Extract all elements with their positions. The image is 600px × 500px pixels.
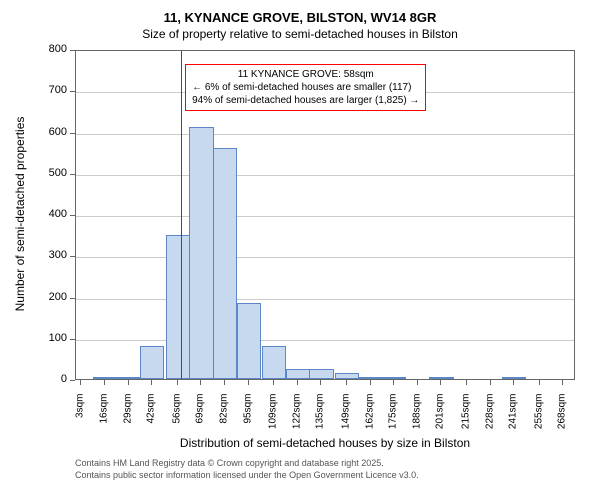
footer-line2: Contains public sector information licen… bbox=[75, 470, 419, 482]
y-tick bbox=[70, 215, 75, 216]
x-tick bbox=[562, 380, 563, 385]
x-tick-label: 215sqm bbox=[460, 394, 471, 454]
x-tick bbox=[151, 380, 152, 385]
histogram-bar bbox=[93, 377, 117, 379]
histogram-bar bbox=[166, 235, 190, 379]
y-tick-label: 200 bbox=[27, 291, 67, 303]
x-tick bbox=[224, 380, 225, 385]
histogram-bar bbox=[140, 346, 164, 379]
x-tick bbox=[513, 380, 514, 385]
x-tick-label: 69sqm bbox=[195, 394, 206, 454]
histogram-bar bbox=[237, 303, 261, 379]
x-tick bbox=[440, 380, 441, 385]
y-tick-label: 800 bbox=[27, 43, 67, 55]
y-tick-label: 0 bbox=[27, 373, 67, 385]
y-tick bbox=[70, 174, 75, 175]
x-tick bbox=[539, 380, 540, 385]
histogram-bar bbox=[117, 377, 141, 379]
y-tick-label: 400 bbox=[27, 208, 67, 220]
reference-line bbox=[181, 51, 182, 379]
x-tick-label: 56sqm bbox=[171, 394, 182, 454]
x-tick-label: 82sqm bbox=[219, 394, 230, 454]
y-gridline bbox=[76, 216, 574, 217]
x-tick bbox=[200, 380, 201, 385]
x-tick-label: 201sqm bbox=[435, 394, 446, 454]
x-tick bbox=[80, 380, 81, 385]
y-tick-label: 600 bbox=[27, 126, 67, 138]
x-tick-label: 162sqm bbox=[364, 394, 375, 454]
x-tick-label: 95sqm bbox=[242, 394, 253, 454]
annotation-line: 94% of semi-detached houses are larger (… bbox=[192, 94, 419, 107]
y-tick-label: 300 bbox=[27, 249, 67, 261]
plot-area: 11 KYNANCE GROVE: 58sqm← 6% of semi-deta… bbox=[75, 50, 575, 380]
x-tick bbox=[393, 380, 394, 385]
y-axis-label: Number of semi-detached properties bbox=[13, 104, 27, 324]
x-tick-label: 109sqm bbox=[268, 394, 279, 454]
y-tick bbox=[70, 339, 75, 340]
y-gridline bbox=[76, 134, 574, 135]
x-tick bbox=[417, 380, 418, 385]
histogram-bar bbox=[502, 377, 526, 379]
histogram-bar bbox=[429, 377, 453, 379]
histogram-bar bbox=[382, 377, 406, 379]
x-tick bbox=[177, 380, 178, 385]
x-tick-label: 188sqm bbox=[411, 394, 422, 454]
y-tick bbox=[70, 256, 75, 257]
x-tick bbox=[104, 380, 105, 385]
y-tick-label: 700 bbox=[27, 84, 67, 96]
footer-attribution: Contains HM Land Registry data © Crown c… bbox=[75, 458, 419, 481]
y-gridline bbox=[76, 257, 574, 258]
annotation-box: 11 KYNANCE GROVE: 58sqm← 6% of semi-deta… bbox=[185, 64, 426, 111]
y-gridline bbox=[76, 340, 574, 341]
chart-title-line1: 11, KYNANCE GROVE, BILSTON, WV14 8GR bbox=[0, 0, 600, 25]
y-tick bbox=[70, 298, 75, 299]
annotation-line: ← 6% of semi-detached houses are smaller… bbox=[192, 81, 419, 94]
x-tick bbox=[128, 380, 129, 385]
x-tick-label: 42sqm bbox=[146, 394, 157, 454]
x-tick bbox=[346, 380, 347, 385]
x-tick-label: 16sqm bbox=[99, 394, 110, 454]
x-tick bbox=[297, 380, 298, 385]
chart-title-line2: Size of property relative to semi-detach… bbox=[0, 25, 600, 41]
x-tick bbox=[490, 380, 491, 385]
histogram-bar bbox=[213, 148, 237, 379]
histogram-bar bbox=[358, 377, 382, 379]
x-tick-label: 175sqm bbox=[388, 394, 399, 454]
x-tick-label: 228sqm bbox=[484, 394, 495, 454]
x-tick-label: 241sqm bbox=[508, 394, 519, 454]
x-tick-label: 122sqm bbox=[291, 394, 302, 454]
y-tick bbox=[70, 50, 75, 51]
x-tick bbox=[370, 380, 371, 385]
y-tick bbox=[70, 133, 75, 134]
x-tick bbox=[466, 380, 467, 385]
annotation-line: 11 KYNANCE GROVE: 58sqm bbox=[192, 68, 419, 81]
x-tick-label: 135sqm bbox=[315, 394, 326, 454]
x-tick-label: 268sqm bbox=[557, 394, 568, 454]
x-tick-label: 149sqm bbox=[340, 394, 351, 454]
x-tick bbox=[273, 380, 274, 385]
histogram-bar bbox=[309, 369, 333, 379]
y-tick bbox=[70, 91, 75, 92]
y-tick-label: 100 bbox=[27, 332, 67, 344]
histogram-bar bbox=[286, 369, 310, 379]
x-tick bbox=[248, 380, 249, 385]
histogram-bar bbox=[262, 346, 286, 379]
x-tick-label: 29sqm bbox=[122, 394, 133, 454]
footer-line1: Contains HM Land Registry data © Crown c… bbox=[75, 458, 419, 470]
x-tick bbox=[320, 380, 321, 385]
y-tick-label: 500 bbox=[27, 167, 67, 179]
x-tick-label: 255sqm bbox=[533, 394, 544, 454]
x-tick-label: 3sqm bbox=[75, 394, 86, 454]
histogram-bar bbox=[335, 373, 359, 379]
y-gridline bbox=[76, 299, 574, 300]
y-tick bbox=[70, 380, 75, 381]
histogram-bar bbox=[189, 127, 213, 379]
y-gridline bbox=[76, 175, 574, 176]
